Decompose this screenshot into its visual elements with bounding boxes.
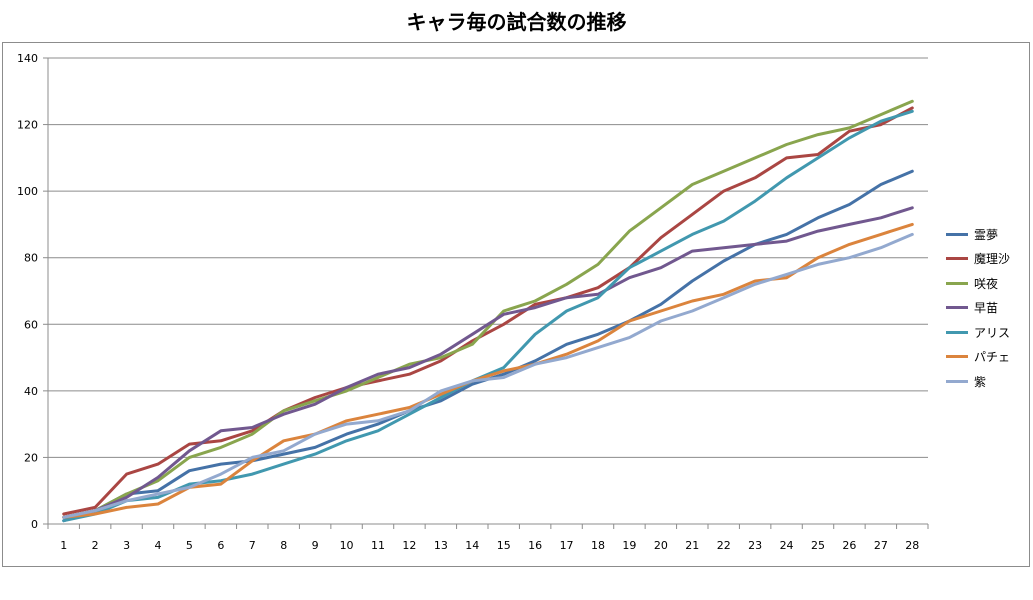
y-tick-label: 0 bbox=[31, 518, 38, 531]
x-tick-label: 3 bbox=[123, 539, 130, 552]
x-tick-label: 23 bbox=[748, 539, 762, 552]
x-tick-label: 4 bbox=[155, 539, 162, 552]
x-tick-label: 22 bbox=[717, 539, 731, 552]
x-tick-label: 21 bbox=[685, 539, 699, 552]
x-tick-label: 19 bbox=[622, 539, 636, 552]
x-tick-label: 15 bbox=[497, 539, 511, 552]
x-tick-label: 17 bbox=[560, 539, 574, 552]
x-tick-label: 8 bbox=[280, 539, 287, 552]
x-tick-label: 24 bbox=[780, 539, 794, 552]
x-tick-label: 5 bbox=[186, 539, 193, 552]
legend-label: 霊夢 bbox=[974, 227, 999, 242]
legend-label: アリス bbox=[974, 325, 1011, 340]
x-tick-label: 7 bbox=[249, 539, 256, 552]
legend-item: 紫 bbox=[946, 369, 1010, 394]
x-tick-label: 2 bbox=[92, 539, 99, 552]
y-tick-label: 100 bbox=[17, 185, 38, 198]
legend-item: 咲夜 bbox=[946, 271, 1010, 296]
legend-swatch bbox=[946, 379, 968, 383]
series-line-7 bbox=[62, 232, 914, 519]
x-tick-label: 25 bbox=[811, 539, 825, 552]
series-line-6 bbox=[62, 222, 914, 519]
x-tick-label: 18 bbox=[591, 539, 605, 552]
x-tick-label: 26 bbox=[842, 539, 856, 552]
legend-label: 紫 bbox=[974, 374, 987, 389]
axes bbox=[43, 57, 929, 529]
series-line-1 bbox=[62, 169, 914, 523]
series-lines bbox=[62, 99, 914, 523]
y-tick-label: 120 bbox=[17, 119, 38, 132]
series-line-4 bbox=[62, 206, 914, 519]
gridlines bbox=[48, 57, 928, 458]
y-tick-label: 80 bbox=[24, 252, 38, 265]
series-line-5 bbox=[62, 109, 914, 523]
legend: 霊夢魔理沙咲夜早苗アリスパチェ紫 bbox=[946, 222, 1010, 394]
chart-title: キャラ毎の試合数の推移 bbox=[406, 10, 627, 34]
x-tick-label: 11 bbox=[371, 539, 385, 552]
legend-label: 咲夜 bbox=[974, 276, 999, 291]
x-tick-label: 27 bbox=[874, 539, 888, 552]
legend-item: アリス bbox=[946, 320, 1010, 345]
series-line-3 bbox=[62, 99, 914, 519]
y-tick-label: 60 bbox=[24, 318, 38, 331]
legend-swatch bbox=[946, 232, 968, 236]
legend-swatch bbox=[946, 281, 968, 285]
x-tick-label: 20 bbox=[654, 539, 668, 552]
y-tick-label: 140 bbox=[17, 52, 38, 65]
x-tick-label: 12 bbox=[402, 539, 416, 552]
y-tick-label: 40 bbox=[24, 385, 38, 398]
legend-item: パチェ bbox=[946, 345, 1010, 370]
legend-item: 霊夢 bbox=[946, 222, 1010, 247]
legend-swatch bbox=[946, 355, 968, 359]
y-tick-label: 20 bbox=[24, 451, 38, 464]
x-tick-label: 28 bbox=[905, 539, 919, 552]
x-tick-label: 14 bbox=[465, 539, 479, 552]
legend-swatch bbox=[946, 257, 968, 261]
x-tick-label: 10 bbox=[340, 539, 354, 552]
legend-label: 魔理沙 bbox=[974, 252, 1011, 267]
legend-label: パチェ bbox=[974, 350, 1011, 365]
legend-swatch bbox=[946, 330, 968, 334]
legend-swatch bbox=[946, 306, 968, 310]
legend-item: 早苗 bbox=[946, 296, 1010, 321]
series-line-2 bbox=[62, 106, 914, 516]
x-tick-label: 9 bbox=[312, 539, 319, 552]
x-tick-label: 13 bbox=[434, 539, 448, 552]
chart-frame bbox=[2, 42, 1030, 567]
x-tick-label: 16 bbox=[528, 539, 542, 552]
legend-label: 早苗 bbox=[974, 301, 999, 316]
x-tick-label: 6 bbox=[217, 539, 224, 552]
legend-item: 魔理沙 bbox=[946, 247, 1010, 272]
x-tick-label: 1 bbox=[60, 539, 67, 552]
